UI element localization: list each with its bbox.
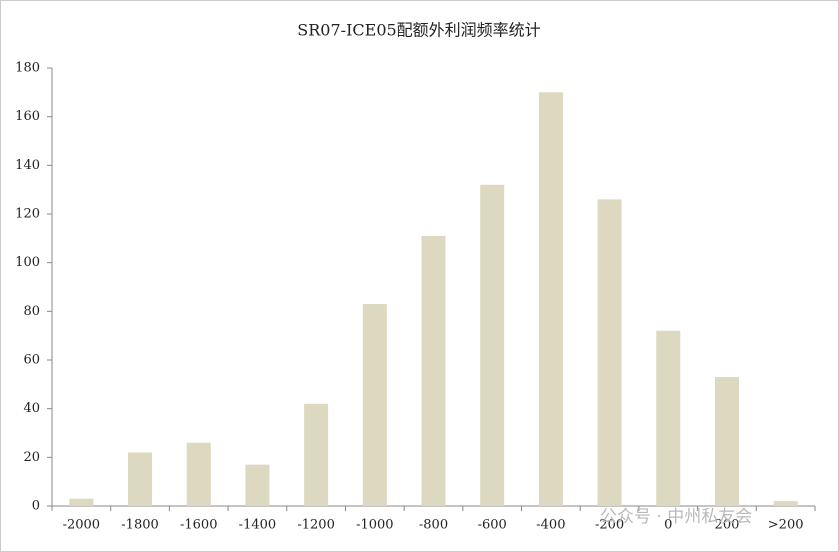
y-tick-label: 160 (15, 109, 40, 124)
y-tick-label: 100 (15, 255, 40, 270)
bar (128, 452, 153, 506)
bar (773, 501, 798, 506)
bar (69, 498, 94, 506)
bar (656, 330, 681, 506)
x-tick-label: -200 (595, 518, 624, 533)
y-tick-label: 120 (15, 207, 40, 222)
x-tick-label: >200 (768, 518, 804, 533)
x-tick-label: 200 (715, 518, 740, 533)
x-tick-label: -1600 (180, 518, 217, 533)
x-tick-label: -600 (478, 518, 507, 533)
bar (245, 464, 270, 506)
bar (362, 304, 387, 506)
x-tick-label: -800 (419, 518, 448, 533)
bar (480, 184, 505, 507)
x-tick-label: 0 (664, 518, 672, 533)
bar (304, 403, 329, 506)
y-tick-label: 180 (15, 61, 40, 76)
bar (538, 92, 563, 506)
bar (597, 199, 622, 506)
chart-title: SR07-ICE05配额外利润频率统计 (297, 21, 540, 40)
bar (714, 377, 739, 506)
y-tick-label: 140 (15, 158, 40, 173)
y-tick-label: 80 (23, 304, 40, 319)
x-tick-label: -1200 (297, 518, 334, 533)
y-tick-label: 40 (23, 401, 40, 416)
y-tick-label: 60 (23, 353, 40, 368)
x-tick-label: -1000 (356, 518, 393, 533)
bar (186, 442, 211, 506)
x-tick-label: -1800 (121, 518, 158, 533)
x-tick-label: -2000 (63, 518, 100, 533)
y-tick-label: 20 (23, 450, 40, 465)
y-tick-label: 0 (32, 499, 40, 514)
x-tick-label: -1400 (239, 518, 276, 533)
watermark: 公众号 · 中州私友会 (600, 507, 752, 527)
x-tick-label: -400 (536, 518, 565, 533)
bar (421, 235, 446, 506)
